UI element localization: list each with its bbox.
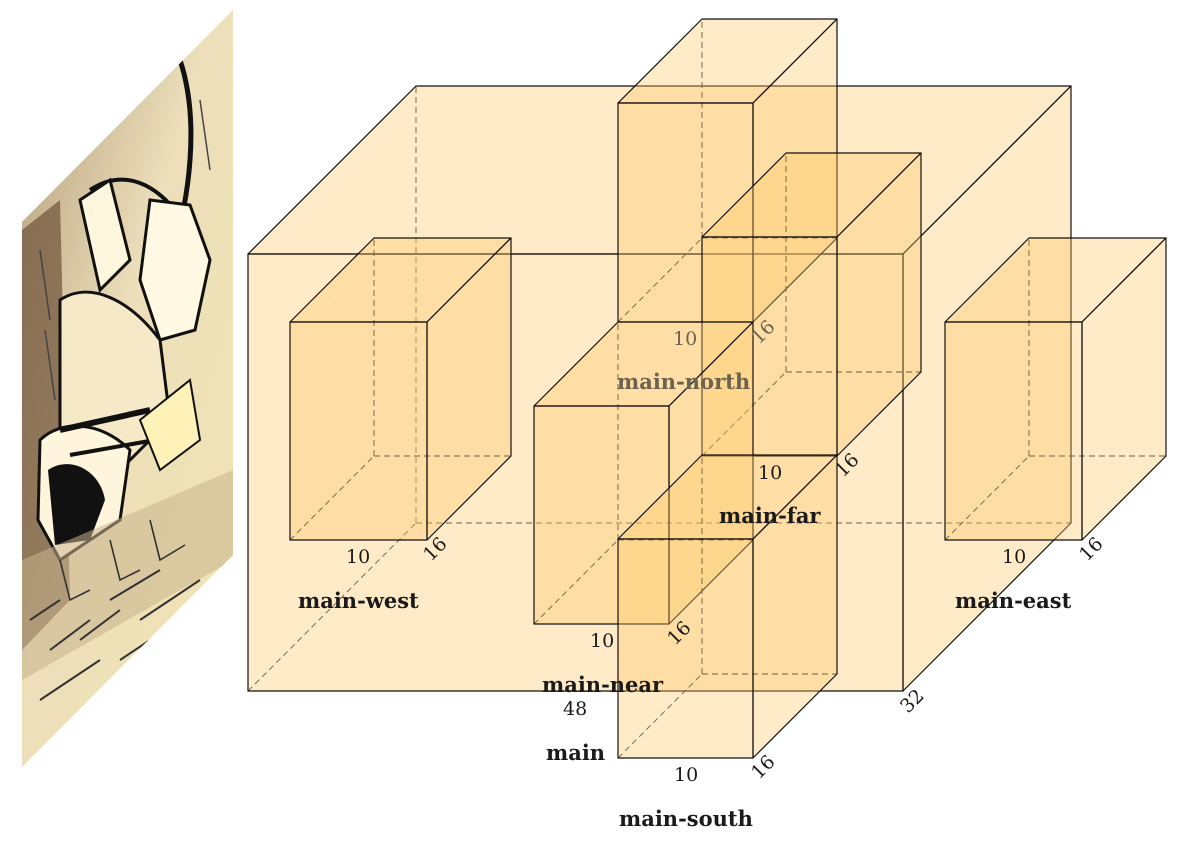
dim-width-main-far: 10 bbox=[758, 462, 782, 484]
dim-width-main-north: 10 bbox=[673, 328, 697, 350]
dim-width-main-near: 10 bbox=[590, 630, 614, 652]
box-label-main-north: main-north bbox=[617, 369, 750, 394]
box-main-south bbox=[617, 454, 838, 759]
box-label-main-south: main-south bbox=[619, 806, 753, 831]
box-main-east bbox=[944, 237, 1167, 541]
dim-width-main-east: 10 bbox=[1002, 546, 1026, 568]
sketch-image-panel bbox=[22, 10, 233, 767]
box-label-main-east: main-east bbox=[955, 588, 1072, 613]
box-main-north bbox=[617, 18, 838, 323]
box-main-near bbox=[533, 321, 754, 625]
box-main-west bbox=[289, 237, 512, 541]
dim-width-main-south: 10 bbox=[674, 764, 698, 786]
box-front-face bbox=[617, 538, 754, 759]
box-front-face bbox=[701, 236, 838, 457]
box-front-face bbox=[289, 321, 428, 541]
box-label-main: main bbox=[546, 740, 605, 765]
labels-layer: main 48 32 main-north 10 16 main-far 10 … bbox=[298, 316, 1108, 831]
boxes-layer bbox=[247, 18, 1167, 759]
dim-width-main-west: 10 bbox=[346, 546, 370, 568]
box-label-main-far: main-far bbox=[719, 503, 821, 528]
dim-width-main: 48 bbox=[563, 698, 587, 720]
box-label-main-west: main-west bbox=[298, 588, 419, 613]
sketch-image-icon bbox=[22, 10, 233, 767]
box-front-face bbox=[944, 321, 1083, 541]
box-main-far bbox=[701, 152, 922, 457]
box-label-main-near: main-near bbox=[542, 672, 664, 697]
box-front-face bbox=[533, 405, 670, 625]
